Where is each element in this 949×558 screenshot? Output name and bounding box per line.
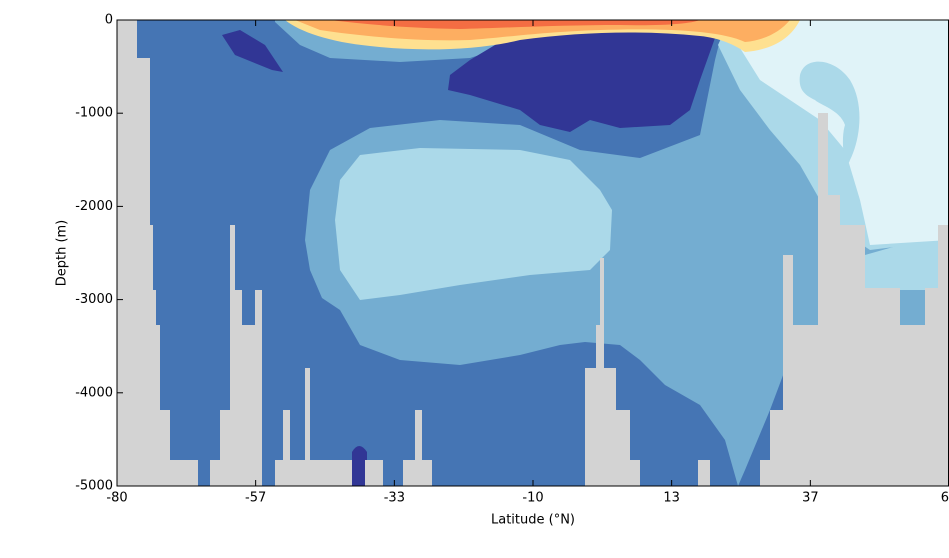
x-tick-label: -10	[522, 491, 543, 506]
land	[117, 20, 949, 486]
land-mask	[760, 113, 949, 486]
land-mask	[403, 410, 432, 486]
field-region	[735, 20, 949, 245]
x-tick-label: 60	[941, 491, 949, 506]
y-tick-label: -5000	[75, 479, 113, 494]
field-region	[865, 240, 949, 290]
y-tick-label: -1000	[75, 106, 113, 121]
y-axis-label: Depth (m)	[55, 220, 70, 287]
land-mask	[365, 460, 383, 486]
field-region	[222, 30, 283, 72]
y-tick-label: 0	[105, 13, 113, 28]
y-tick-label: -4000	[75, 385, 113, 400]
x-axis-label: Latitude (°N)	[491, 513, 575, 528]
x-tick-label: -57	[245, 491, 266, 506]
land-mask	[698, 460, 710, 486]
land-mask	[210, 225, 262, 486]
field-region	[330, 20, 700, 29]
x-tick-label: 37	[802, 491, 819, 506]
x-tick-label: -33	[384, 491, 405, 506]
land-mask	[275, 368, 352, 486]
y-tick-label: -3000	[75, 292, 113, 307]
field	[117, 20, 949, 486]
land-mask	[585, 258, 640, 486]
x-tick-label: 13	[663, 491, 680, 506]
field-region	[335, 148, 612, 300]
y-tick-label: -2000	[75, 199, 113, 214]
field-region	[448, 28, 715, 132]
field-region	[799, 61, 860, 164]
land-mask	[117, 20, 198, 486]
x-tick-label: -80	[106, 491, 127, 506]
field-region	[352, 446, 367, 486]
